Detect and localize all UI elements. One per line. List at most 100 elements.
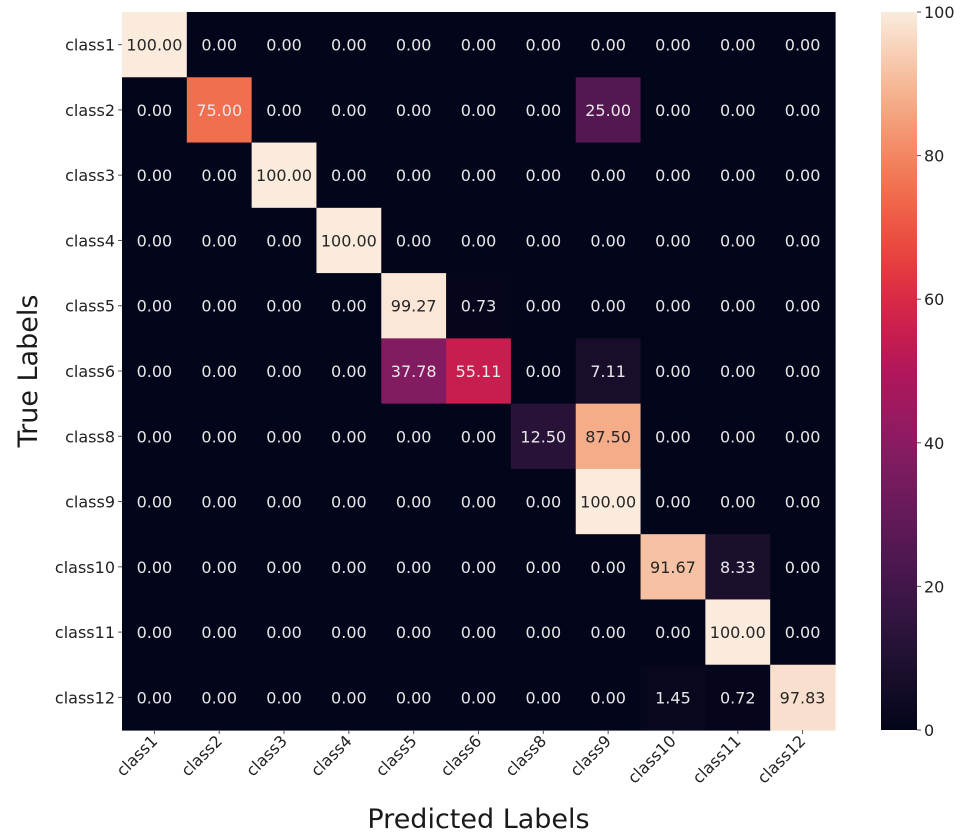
x-tick-label: class8 [501, 731, 550, 780]
cell-class5-class1 [122, 273, 188, 339]
cell-value-label: 0.00 [266, 362, 302, 381]
cell-class12-class5 [381, 664, 447, 731]
cell-value-label: 0.00 [526, 36, 562, 55]
cell-class5-class12 [770, 273, 836, 339]
cell-class6-class10 [640, 338, 706, 405]
cell-value-label: 0.00 [461, 688, 497, 707]
cell-class3-class10 [640, 142, 706, 209]
cell-value-label: 0.00 [201, 493, 237, 512]
cell-class5-class10 [640, 273, 706, 339]
cell-value-label: 0.00 [526, 688, 562, 707]
cell-class8-class6 [446, 403, 512, 470]
cell-class12-class9 [575, 664, 642, 731]
cell-value-label: 0.00 [461, 166, 497, 185]
cell-class8-class5 [381, 403, 447, 470]
x-tick-label: class2 [177, 731, 226, 780]
cell-class4-class12 [770, 207, 836, 274]
x-axis-title: Predicted Labels [367, 804, 589, 835]
cell-value-label: 0.00 [655, 623, 691, 642]
cell-value-label: 0.73 [461, 297, 497, 316]
cell-class5-class6 [446, 273, 512, 339]
cell-class9-class3 [251, 468, 318, 535]
y-tick-label: class12 [55, 688, 115, 707]
heatmap-cell-labels: 100.00 0.00 0.00 0.00 0.00 0.00 0.00 0.00 0.00 0.… [126, 36, 825, 708]
cell-class8-class9 [575, 403, 642, 470]
cell-value-label: 0.00 [396, 101, 432, 120]
cell-class4-class5 [381, 207, 447, 274]
y-tick-label: class5 [65, 297, 115, 316]
cell-class11-class12 [770, 599, 836, 666]
cell-class6-class11 [705, 338, 771, 405]
cell-class1-class10 [640, 12, 706, 78]
cell-class8-class11 [705, 403, 771, 470]
cell-class9-class8 [510, 468, 577, 535]
cell-class2-class5 [381, 77, 447, 144]
cell-value-label: 0.00 [655, 166, 691, 185]
cell-value-label: 0.00 [461, 493, 497, 512]
cell-value-label: 0.00 [331, 558, 367, 577]
cell-class3-class1 [122, 142, 188, 209]
cell-class3-class5 [381, 142, 447, 209]
colorbar-tick-label: 100 [924, 3, 955, 22]
cell-value-label: 0.00 [396, 36, 432, 55]
cell-class11-class4 [316, 599, 382, 666]
cell-class1-class4 [316, 12, 382, 78]
cell-class10-class9 [575, 534, 642, 601]
cell-value-label: 99.27 [391, 297, 437, 316]
cell-class4-class2 [186, 207, 253, 274]
cell-value-label: 0.00 [590, 231, 626, 250]
cell-class5-class5 [381, 273, 447, 339]
cell-class9-class4 [316, 468, 382, 535]
x-axis-ticks: class1 class2 class3 class4 class5 class6 clas… [113, 730, 809, 787]
cell-class3-class6 [446, 142, 512, 209]
cell-class4-class6 [446, 207, 512, 274]
y-axis-ticks: class1 class2 class3 class4 class5 class6 clas… [55, 36, 122, 707]
cell-value-label: 0.00 [526, 362, 562, 381]
cell-value-label: 0.00 [137, 166, 173, 185]
cell-class6-class6 [446, 338, 512, 405]
cell-value-label: 0.00 [655, 36, 691, 55]
x-tick-label: class5 [372, 731, 421, 780]
cell-value-label: 0.00 [526, 493, 562, 512]
cell-class11-class9 [575, 599, 642, 666]
cell-value-label: 12.50 [520, 427, 566, 446]
cell-value-label: 0.00 [396, 558, 432, 577]
cell-value-label: 37.78 [391, 362, 437, 381]
cell-value-label: 0.00 [331, 362, 367, 381]
cell-class11-class10 [640, 599, 706, 666]
cell-class10-class4 [316, 534, 382, 601]
cell-class4-class10 [640, 207, 706, 274]
cell-value-label: 0.00 [785, 101, 821, 120]
cell-value-label: 0.00 [590, 558, 626, 577]
cell-value-label: 0.00 [266, 101, 302, 120]
cell-value-label: 0.00 [720, 493, 756, 512]
cell-class11-class8 [510, 599, 577, 666]
cell-value-label: 1.45 [655, 688, 691, 707]
cell-value-label: 0.00 [720, 101, 756, 120]
cell-value-label: 0.00 [266, 297, 302, 316]
cell-class12-class11 [705, 664, 771, 731]
cell-class2-class11 [705, 77, 771, 144]
cell-class2-class8 [510, 77, 577, 144]
cell-class8-class2 [186, 403, 253, 470]
x-tick-label: class4 [307, 731, 356, 780]
cell-value-label: 0.00 [461, 427, 497, 446]
cell-value-label: 0.00 [137, 558, 173, 577]
cell-value-label: 0.00 [785, 231, 821, 250]
cell-class10-class3 [251, 534, 318, 601]
cell-class3-class2 [186, 142, 253, 209]
cell-class12-class3 [251, 664, 318, 731]
cell-class11-class6 [446, 599, 512, 666]
cell-value-label: 25.00 [585, 101, 631, 120]
cell-class2-class6 [446, 77, 512, 144]
cell-value-label: 0.00 [720, 362, 756, 381]
cell-class4-class9 [575, 207, 642, 274]
cell-class10-class2 [186, 534, 253, 601]
colorbar: 0 20 40 60 80 100 [881, 3, 955, 740]
cell-value-label: 0.00 [720, 231, 756, 250]
cell-value-label: 0.00 [720, 297, 756, 316]
cell-value-label: 0.00 [396, 623, 432, 642]
cell-class6-class9 [575, 338, 642, 405]
cell-value-label: 0.00 [331, 36, 367, 55]
cell-value-label: 0.00 [655, 427, 691, 446]
